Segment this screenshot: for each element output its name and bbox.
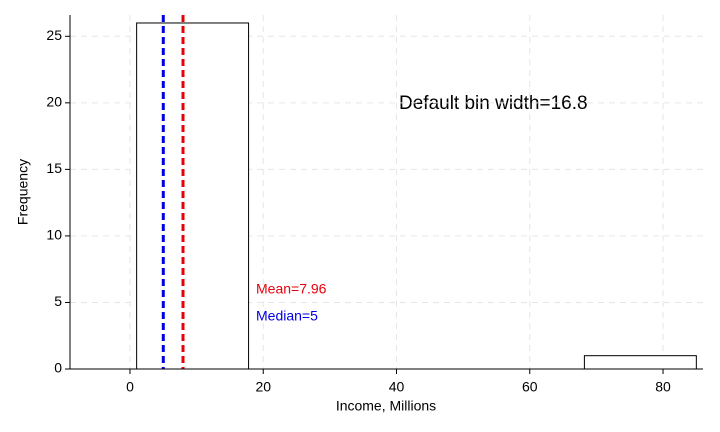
y-tick-label: 20 xyxy=(46,94,62,110)
reference-label: Mean=7.96 xyxy=(256,281,327,297)
x-tick-label: 20 xyxy=(255,379,271,395)
y-tick-label: 0 xyxy=(54,360,62,376)
x-tick-label: 0 xyxy=(126,379,134,395)
bar xyxy=(136,22,250,370)
y-tick-label: 15 xyxy=(46,160,62,176)
x-axis-label: Income, Millions xyxy=(336,398,436,414)
x-tick-label: 60 xyxy=(522,379,538,395)
x-tick-label: 40 xyxy=(389,379,405,395)
y-tick-label: 5 xyxy=(54,293,62,309)
reference-label: Median=5 xyxy=(256,308,318,324)
y-tick-label: 25 xyxy=(46,27,62,43)
y-axis-label: Frequency xyxy=(15,159,31,225)
bar xyxy=(583,355,697,370)
annotation: Default bin width=16.8 xyxy=(399,93,588,114)
y-tick-label: 10 xyxy=(46,227,62,243)
x-tick-label: 80 xyxy=(655,379,671,395)
